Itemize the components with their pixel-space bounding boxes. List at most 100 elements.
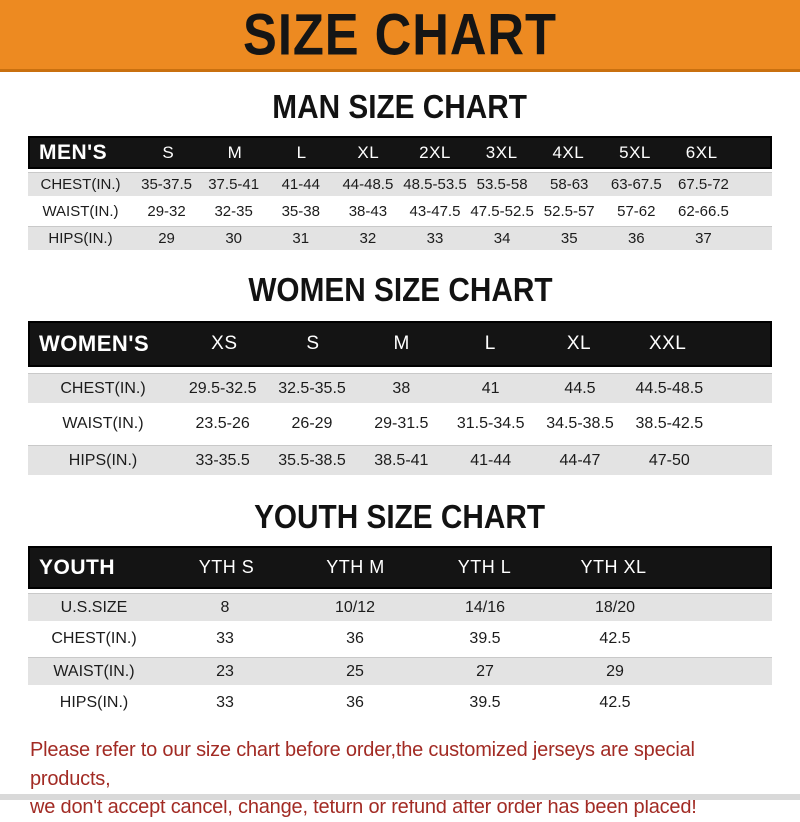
table-row: HIPS(IN.) 29 30 31 32 33 34 35 36 37 xyxy=(28,226,772,250)
women-size-chart-section: WOMEN SIZE CHART WOMEN'S XS S M L XL XXL CHEST(… xyxy=(0,250,800,475)
size-value: 34.5-38.5 xyxy=(546,415,614,432)
size-value: 48.5-53.5 xyxy=(403,176,467,193)
size-value: 29-32 xyxy=(147,202,186,220)
size-value: 10/12 xyxy=(334,598,376,616)
size-value: 52.5-57 xyxy=(543,202,595,220)
table-row: WAIST(IN.) 23 25 27 29 xyxy=(28,657,772,685)
table-header-label: YOUTH xyxy=(39,555,115,579)
size-value: 14/16 xyxy=(464,598,506,616)
row-label: HIPS(IN.) xyxy=(59,694,129,711)
row-label: U.S.SIZE xyxy=(60,598,128,616)
size-value: 35-38 xyxy=(281,202,320,220)
size-value: 25 xyxy=(346,662,364,680)
size-value: 44.5 xyxy=(564,379,596,397)
size-value: 62-66.5 xyxy=(678,202,729,220)
size-column-header: L xyxy=(296,142,307,162)
size-value: 42.5 xyxy=(599,630,631,647)
size-value: 27 xyxy=(476,662,494,680)
size-value: 31 xyxy=(292,230,310,247)
bottom-divider xyxy=(0,794,800,800)
row-label: CHEST(IN.) xyxy=(40,176,121,193)
size-column-header: 3XL xyxy=(485,142,518,162)
size-value: 41 xyxy=(481,379,500,397)
size-value: 18/20 xyxy=(594,598,636,616)
size-value: 42.5 xyxy=(599,694,631,711)
size-column-header: YTH XL xyxy=(580,557,647,577)
row-label: HIPS(IN.) xyxy=(48,230,113,247)
table-row: U.S.SIZE 8 10/12 14/16 18/20 xyxy=(28,593,772,621)
man-size-chart-section: MAN SIZE CHART MEN'S S M L XL 2XL 3XL 4XL 5XL 6XL… xyxy=(0,72,800,250)
youth-size-chart-section: YOUTH SIZE CHART YOUTH YTH S YTH M YTH L YTH… xyxy=(0,475,800,717)
size-value: 23 xyxy=(216,662,234,680)
table-header-label: MEN'S xyxy=(39,140,108,164)
women-section-title: WOMEN SIZE CHART xyxy=(247,270,553,309)
size-value: 58-63 xyxy=(550,176,589,193)
row-label: WAIST(IN.) xyxy=(62,415,144,432)
size-value: 35-37.5 xyxy=(141,176,192,193)
row-label: CHEST(IN.) xyxy=(51,630,137,647)
size-value: 35.5-38.5 xyxy=(278,451,346,469)
man-section-title: MAN SIZE CHART xyxy=(272,87,528,126)
size-value: 30 xyxy=(225,230,242,247)
footer-disclaimer: Please refer to our size chart before or… xyxy=(30,736,772,822)
size-column-header: XL xyxy=(566,333,592,354)
women-size-table: WOMEN'S XS S M L XL XXL CHEST(IN.) 29.5-32.5 32.5… xyxy=(28,321,772,475)
row-label: WAIST(IN.) xyxy=(42,202,119,220)
size-column-header: 4XL xyxy=(552,142,585,162)
size-value: 32 xyxy=(359,230,377,247)
size-column-header: 2XL xyxy=(419,142,451,162)
table-row: HIPS(IN.) 33 36 39.5 42.5 xyxy=(28,689,772,717)
table-row: WAIST(IN.) 23.5-26 26-29 29-31.5 31.5-34.5 34… xyxy=(28,409,772,439)
size-value: 43-47.5 xyxy=(409,202,461,220)
size-value: 29 xyxy=(606,662,624,680)
youth-size-table: YOUTH YTH S YTH M YTH L YTH XL U.S.SIZE 8 10/12… xyxy=(28,546,772,717)
size-value: 31.5-34.5 xyxy=(456,415,525,432)
size-value: 39.5 xyxy=(469,694,501,711)
row-label: WAIST(IN.) xyxy=(53,662,135,680)
size-value: 32-35 xyxy=(214,202,253,220)
footer-line-1: Please refer to our size chart before or… xyxy=(30,739,695,790)
size-value: 47.5-52.5 xyxy=(470,202,534,220)
size-chart-banner: SIZE CHART xyxy=(0,0,800,72)
men-size-table: MEN'S S M L XL 2XL 3XL 4XL 5XL 6XL CHEST(IN.) 35-37… xyxy=(28,136,772,250)
size-value: 35 xyxy=(560,230,578,247)
size-value: 33 xyxy=(216,630,234,647)
size-value: 29 xyxy=(158,230,175,247)
size-column-header: 6XL xyxy=(685,142,718,162)
youth-section-title: YOUTH SIZE CHART xyxy=(254,497,546,536)
size-column-header: YTH L xyxy=(457,557,512,577)
size-value: 47-50 xyxy=(648,451,690,469)
size-value: 23.5-26 xyxy=(195,415,250,432)
size-value: 29.5-32.5 xyxy=(188,379,257,397)
size-value: 34 xyxy=(493,230,511,247)
size-value: 36 xyxy=(346,630,364,647)
size-value: 44-47 xyxy=(559,451,601,469)
table-header-row: YOUTH YTH S YTH M YTH L YTH XL xyxy=(28,546,772,589)
size-column-header: XL xyxy=(357,142,380,162)
size-value: 38.5-41 xyxy=(374,451,429,469)
table-header-label: WOMEN'S xyxy=(39,331,150,356)
size-value: 37 xyxy=(695,230,712,247)
table-row: HIPS(IN.) 33-35.5 35.5-38.5 38.5-41 41-44 44-… xyxy=(28,445,772,475)
size-column-header: YTH M xyxy=(326,557,385,577)
row-label: HIPS(IN.) xyxy=(68,451,138,469)
size-value: 33 xyxy=(426,230,444,247)
size-value: 41-44 xyxy=(281,176,320,193)
size-value: 33-35.5 xyxy=(195,451,250,469)
table-header-row: MEN'S S M L XL 2XL 3XL 4XL 5XL 6XL xyxy=(28,136,772,169)
size-value: 63-67.5 xyxy=(610,176,662,193)
size-column-header: XS xyxy=(211,333,238,354)
size-value: 41-44 xyxy=(470,451,512,469)
size-value: 32.5-35.5 xyxy=(278,379,346,397)
size-column-header: S xyxy=(306,333,320,354)
table-row: CHEST(IN.) 29.5-32.5 32.5-35.5 38 41 44.5 44.5… xyxy=(28,373,772,403)
size-column-header: 5XL xyxy=(619,142,651,162)
size-value: 44-48.5 xyxy=(342,176,394,193)
size-value: 33 xyxy=(216,694,234,711)
size-chart-title: SIZE CHART xyxy=(243,2,557,67)
size-value: 29-31.5 xyxy=(374,415,429,432)
size-value: 36 xyxy=(627,230,645,247)
size-value: 38-43 xyxy=(348,202,388,220)
table-row: CHEST(IN.) 35-37.5 37.5-41 41-44 44-48.5 48.5… xyxy=(28,172,772,196)
size-value: 57-62 xyxy=(617,202,656,220)
